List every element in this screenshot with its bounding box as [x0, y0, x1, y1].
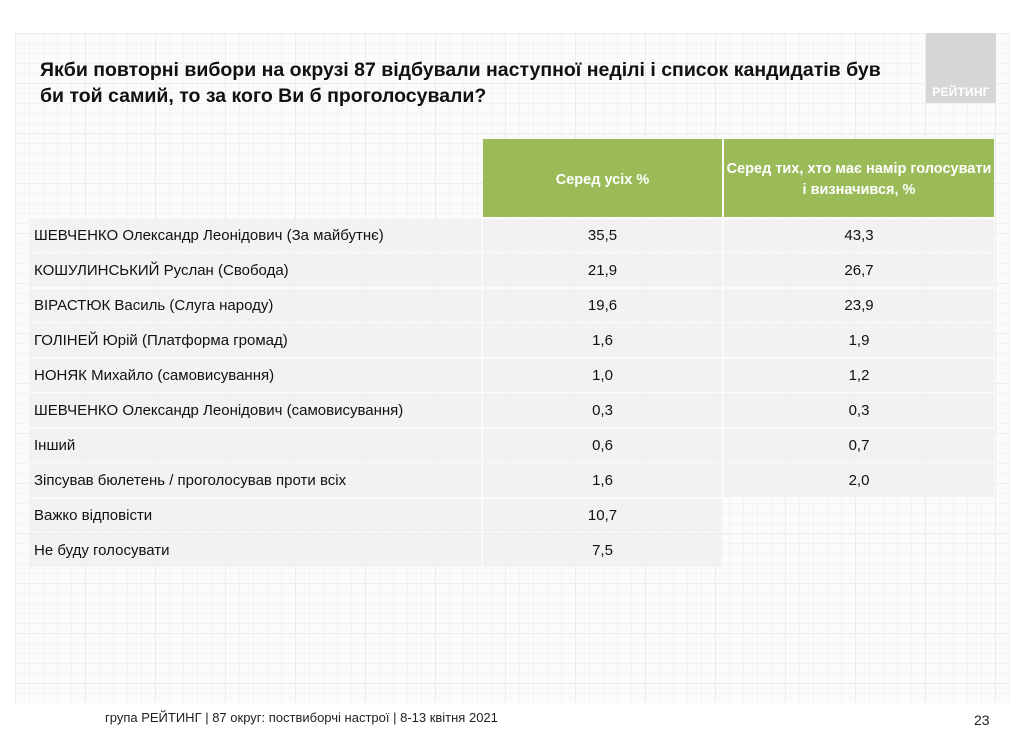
- value-all-respondents: 1,6: [483, 464, 722, 497]
- row-label: ШЕВЧЕНКО Олександр Леонідович (самовисув…: [30, 394, 481, 427]
- row-label: Важко відповісти: [30, 499, 481, 532]
- results-table: Серед усіх % Серед тих, хто має намір го…: [30, 139, 994, 567]
- value-all-respondents: 35,5: [483, 219, 722, 252]
- value-decided-voters: 0,7: [724, 429, 994, 462]
- value-decided-voters: 2,0: [724, 464, 994, 497]
- value-all-respondents: 1,0: [483, 359, 722, 392]
- value-all-respondents: 7,5: [483, 534, 722, 567]
- table-row: Зіпсував бюлетень / проголосував проти в…: [30, 464, 994, 497]
- value-all-respondents: 19,6: [483, 289, 722, 322]
- rating-logo: РЕЙТИНГ: [926, 33, 996, 103]
- row-label: ШЕВЧЕНКО Олександр Леонідович (За майбут…: [30, 219, 481, 252]
- table-row: КОШУЛИНСЬКИЙ Руслан (Свобода) 21,9 26,7: [30, 254, 994, 287]
- row-label: КОШУЛИНСЬКИЙ Руслан (Свобода): [30, 254, 481, 287]
- value-decided-voters: 1,2: [724, 359, 994, 392]
- value-all-respondents: 0,6: [483, 429, 722, 462]
- table-row: НОНЯК Михайло (самовисування) 1,0 1,2: [30, 359, 994, 392]
- table-header-row: Серед усіх % Серед тих, хто має намір го…: [30, 139, 994, 217]
- header-all-respondents: Серед усіх %: [483, 139, 722, 217]
- row-label: Зіпсував бюлетень / проголосував проти в…: [30, 464, 481, 497]
- value-decided-voters: 23,9: [724, 289, 994, 322]
- row-label: ГОЛІНЕЙ Юрій (Платформа громад): [30, 324, 481, 357]
- table-row: ГОЛІНЕЙ Юрій (Платформа громад) 1,6 1,9: [30, 324, 994, 357]
- table-row: Інший 0,6 0,7: [30, 429, 994, 462]
- value-decided-voters: 0,3: [724, 394, 994, 427]
- footer-source: група РЕЙТИНГ | 87 округ: поствиборчі на…: [105, 710, 498, 725]
- table-row: ВІРАСТЮК Василь (Слуга народу) 19,6 23,9: [30, 289, 994, 322]
- value-decided-voters: [724, 499, 994, 532]
- value-all-respondents: 0,3: [483, 394, 722, 427]
- logo-text: РЕЙТИНГ: [932, 85, 990, 99]
- value-decided-voters: 1,9: [724, 324, 994, 357]
- page-title: Якби повторні вибори на окрузі 87 відбув…: [40, 59, 881, 107]
- row-label: НОНЯК Михайло (самовисування): [30, 359, 481, 392]
- table-row: ШЕВЧЕНКО Олександр Леонідович (самовисув…: [30, 394, 994, 427]
- page-number: 23: [974, 712, 990, 728]
- value-all-respondents: 1,6: [483, 324, 722, 357]
- value-all-respondents: 10,7: [483, 499, 722, 532]
- row-label: Інший: [30, 429, 481, 462]
- table-row: Не буду голосувати 7,5: [30, 534, 994, 567]
- value-all-respondents: 21,9: [483, 254, 722, 287]
- row-label: ВІРАСТЮК Василь (Слуга народу): [30, 289, 481, 322]
- value-decided-voters: 43,3: [724, 219, 994, 252]
- table-row: Важко відповісти 10,7: [30, 499, 994, 532]
- header-decided-voters: Серед тих, хто має намір голосувати і ви…: [724, 139, 994, 217]
- row-label: Не буду голосувати: [30, 534, 481, 567]
- value-decided-voters: 26,7: [724, 254, 994, 287]
- table-row: ШЕВЧЕНКО Олександр Леонідович (За майбут…: [30, 219, 994, 252]
- header-blank-cell: [30, 139, 483, 217]
- value-decided-voters: [724, 534, 994, 567]
